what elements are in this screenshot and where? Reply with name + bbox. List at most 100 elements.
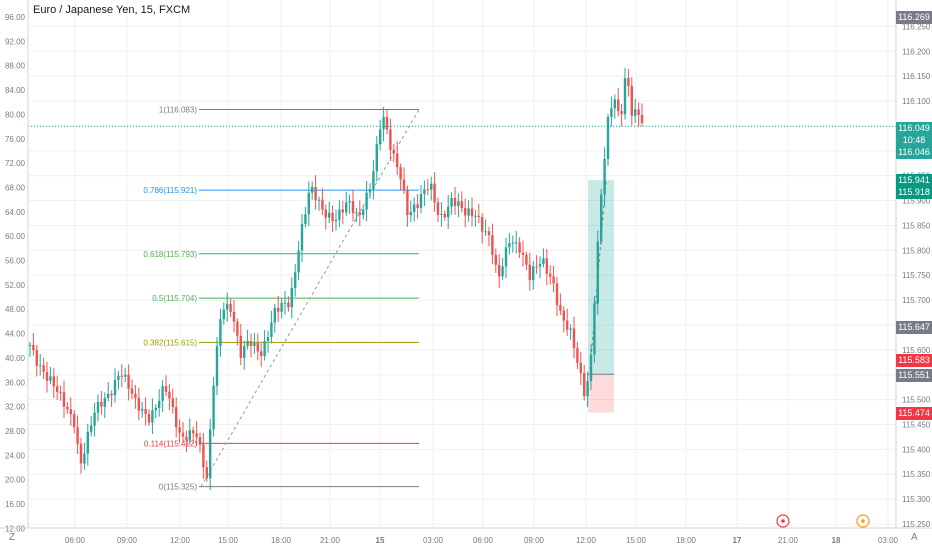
candle-body <box>474 215 477 217</box>
right-axis-tick: 116.200 <box>902 47 931 56</box>
event-flag-icon <box>861 519 865 523</box>
candle-body <box>69 409 72 415</box>
candle-body <box>141 408 144 411</box>
candle-body <box>124 374 127 377</box>
candle-body <box>338 209 341 220</box>
price-label: 115.941 <box>896 174 932 187</box>
candle-body <box>460 201 463 209</box>
time-axis-tick: 18:00 <box>271 536 292 545</box>
candle-body <box>487 231 491 236</box>
candle-body <box>175 407 178 428</box>
candle-body <box>498 264 501 277</box>
candle-body <box>195 433 198 438</box>
candle-body <box>59 391 62 393</box>
candle-body <box>260 351 263 357</box>
candle-body <box>549 273 552 277</box>
candle-body <box>188 430 191 441</box>
right-axis-tick: 115.250 <box>902 520 931 529</box>
candle-body <box>518 242 521 253</box>
candle-body <box>600 194 603 242</box>
price-label: 115.647 <box>896 321 932 334</box>
time-axis-tick: 12:00 <box>170 536 191 545</box>
right-axis-tick: 116.150 <box>902 72 931 81</box>
candle-body <box>127 374 130 389</box>
fib-level-label: 1(116.083) <box>159 105 197 114</box>
right-axis-tick: 115.500 <box>902 396 931 405</box>
candle-body <box>144 408 147 414</box>
candle-body <box>314 186 317 201</box>
candle-body <box>467 208 470 216</box>
candle-body <box>566 320 569 330</box>
price-label: 116.049 <box>896 122 932 135</box>
candlestick-series <box>28 67 644 491</box>
candle-body <box>154 407 157 411</box>
candle-body <box>447 206 450 218</box>
event-flag-icon <box>856 514 870 528</box>
candle-body <box>134 393 137 399</box>
left-axis-tick: 52.00 <box>5 281 26 290</box>
left-axis-tick: 28.00 <box>5 427 26 436</box>
time-axis-tick: 09:00 <box>524 536 545 545</box>
candle-body <box>521 252 525 255</box>
right-axis-tick: 115.700 <box>902 296 931 305</box>
candle-body <box>79 443 83 464</box>
event-flag-icon <box>776 514 790 528</box>
right-axis-tick: 115.400 <box>902 445 931 454</box>
candle-body <box>385 116 389 130</box>
candle-body <box>416 204 419 208</box>
candle-body <box>542 258 545 264</box>
candle-body <box>324 209 327 218</box>
candle-body <box>610 108 613 118</box>
candle-body <box>409 211 412 216</box>
candle-body <box>161 386 164 401</box>
candle-body <box>341 209 344 213</box>
auto-scale-button[interactable]: A <box>911 532 918 543</box>
left-axis-tick: 40.00 <box>5 354 26 363</box>
candle-body <box>317 199 321 201</box>
candle-body <box>202 444 205 468</box>
candle-body <box>147 413 151 423</box>
candle-body <box>249 341 253 346</box>
candle-body <box>304 214 307 225</box>
time-axis-tick: 21:00 <box>778 536 799 545</box>
candle-body <box>42 365 45 372</box>
candle-body <box>617 99 620 112</box>
candle-body <box>345 202 348 213</box>
candle-body <box>640 114 644 123</box>
candle-body <box>593 303 596 355</box>
candle-body <box>453 197 457 207</box>
candle-body <box>477 215 480 217</box>
candle-body <box>297 250 300 273</box>
candle-body <box>572 328 576 349</box>
candle-body <box>113 380 117 396</box>
candle-body <box>107 393 110 398</box>
candle-body <box>603 159 606 195</box>
candle-body <box>256 342 259 352</box>
candle-body <box>130 388 134 394</box>
candle-body <box>586 381 589 397</box>
timezone-button[interactable]: Z <box>9 532 16 543</box>
left-axis: 96.00 92.00 88.00 84.00 80.00 76.00 72.00 68.00… <box>5 0 29 533</box>
candle-body <box>168 391 171 399</box>
candle-body <box>243 346 246 358</box>
candle-body <box>277 307 280 312</box>
candle-body <box>358 212 361 216</box>
candle-body <box>253 342 256 346</box>
candle-body <box>232 311 236 322</box>
fib-level-label: 0.382(115.615) <box>143 338 197 347</box>
right-axis-tick: 116.250 <box>902 22 931 31</box>
price-label: 116.269 <box>896 11 932 24</box>
candle-body <box>545 258 548 274</box>
candle-body <box>501 266 504 277</box>
candle-body <box>525 254 528 265</box>
candle-body <box>559 304 562 311</box>
candle-body <box>528 264 531 281</box>
candle-body <box>35 350 38 366</box>
candle-body <box>538 263 542 267</box>
candle-body <box>45 371 49 381</box>
left-axis-tick: 60.00 <box>5 232 26 241</box>
left-axis-tick: 12.00 <box>5 524 26 533</box>
left-axis-tick: 76.00 <box>5 135 26 144</box>
right-axis-tick: 115.350 <box>902 470 931 479</box>
